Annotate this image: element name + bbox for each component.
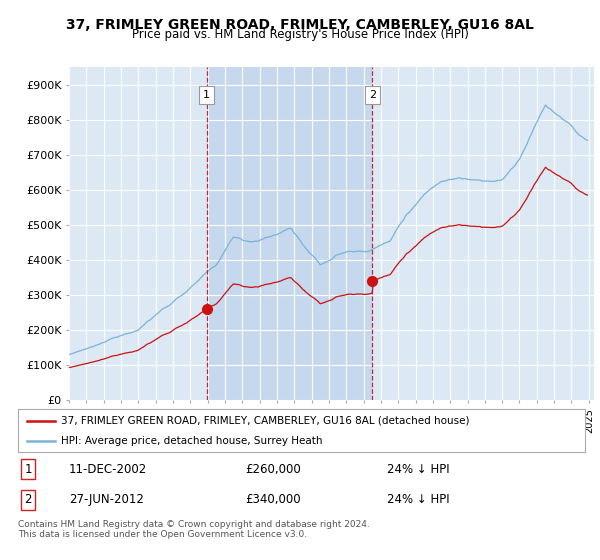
- Text: £340,000: £340,000: [245, 493, 301, 506]
- Text: 1: 1: [25, 463, 32, 475]
- Text: 37, FRIMLEY GREEN ROAD, FRIMLEY, CAMBERLEY, GU16 8AL (detached house): 37, FRIMLEY GREEN ROAD, FRIMLEY, CAMBERL…: [61, 416, 469, 426]
- Text: £260,000: £260,000: [245, 463, 301, 475]
- Text: 27-JUN-2012: 27-JUN-2012: [69, 493, 144, 506]
- Text: 37, FRIMLEY GREEN ROAD, FRIMLEY, CAMBERLEY, GU16 8AL: 37, FRIMLEY GREEN ROAD, FRIMLEY, CAMBERL…: [66, 18, 534, 32]
- Text: 2: 2: [25, 493, 32, 506]
- Text: 1: 1: [203, 90, 210, 100]
- Text: 2: 2: [368, 90, 376, 100]
- Bar: [207, 67, 372, 400]
- Text: Contains HM Land Registry data © Crown copyright and database right 2024.
This d: Contains HM Land Registry data © Crown c…: [18, 520, 370, 539]
- Text: HPI: Average price, detached house, Surrey Heath: HPI: Average price, detached house, Surr…: [61, 436, 322, 446]
- Text: 11-DEC-2002: 11-DEC-2002: [69, 463, 147, 475]
- Text: 24% ↓ HPI: 24% ↓ HPI: [386, 463, 449, 475]
- Text: 24% ↓ HPI: 24% ↓ HPI: [386, 493, 449, 506]
- Text: Price paid vs. HM Land Registry's House Price Index (HPI): Price paid vs. HM Land Registry's House …: [131, 28, 469, 41]
